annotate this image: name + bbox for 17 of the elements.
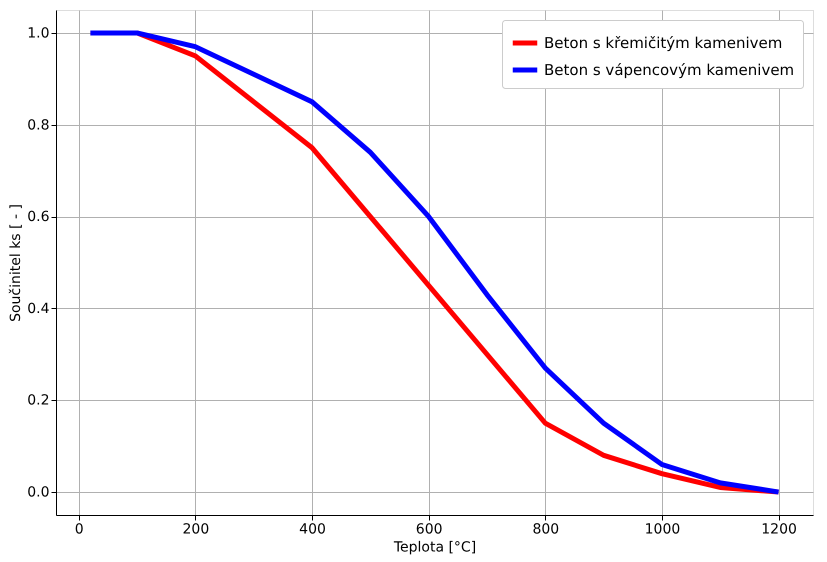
y-axis-title: Součinitel ks [ - ] <box>8 204 24 322</box>
x-tick-label: 200 <box>182 522 210 538</box>
x-tick-label: 0 <box>74 522 84 538</box>
legend-label: Beton s vápencovým kamenivem <box>544 61 794 79</box>
x-tick-label: 1200 <box>761 522 797 538</box>
x-tick-label: 400 <box>299 522 326 538</box>
y-tick-label: 0.0 <box>27 484 50 501</box>
y-tick-label: 0.4 <box>27 300 50 317</box>
x-tick-label: 1000 <box>644 522 680 538</box>
y-tick-label: 0.6 <box>27 209 50 226</box>
y-tick-label: 0.8 <box>27 117 50 134</box>
x-tick-label: 600 <box>416 522 443 538</box>
y-tick-label: 0.2 <box>27 392 50 409</box>
x-tick-label: 800 <box>532 522 560 538</box>
y-tick-label: 1.0 <box>27 25 50 42</box>
legend-label: Beton s křemičitým kamenivem <box>544 34 782 52</box>
x-axis-title: Teplota [°C] <box>392 540 476 556</box>
